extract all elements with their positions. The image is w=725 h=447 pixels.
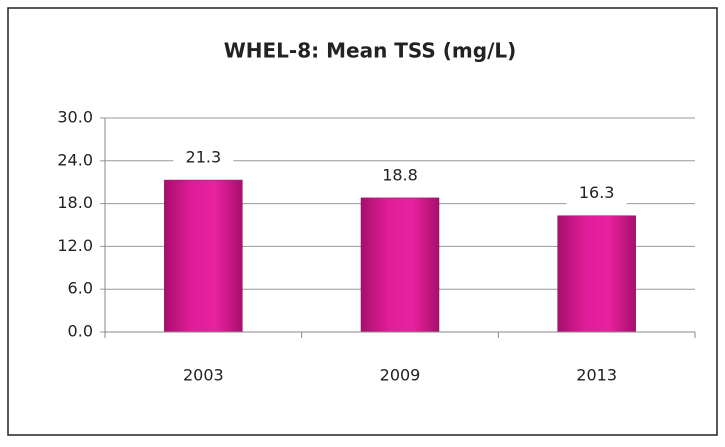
x-tick-label: 2013 (576, 366, 617, 385)
value-label: 16.3 (579, 183, 615, 202)
bar (164, 179, 243, 333)
value-label-bg (370, 162, 430, 189)
x-tick-label: 2003 (183, 366, 224, 385)
y-tick-label: 24.0 (57, 150, 93, 169)
value-label-bg (566, 180, 627, 207)
value-label: 21.3 (186, 148, 222, 167)
y-tick-label: 0.0 (68, 322, 93, 341)
y-tick-label: 12.0 (57, 236, 93, 255)
value-label: 18.8 (382, 165, 418, 184)
y-tick-label: 30.0 (57, 108, 93, 127)
chart-title: WHEL-8: Mean TSS (mg/L) (224, 39, 517, 63)
bar (360, 197, 440, 333)
y-tick-label: 18.0 (57, 193, 93, 212)
bar (557, 215, 636, 333)
value-label-bg (173, 145, 234, 172)
y-tick-label: 6.0 (68, 279, 93, 298)
x-tick-label: 2009 (380, 366, 421, 385)
